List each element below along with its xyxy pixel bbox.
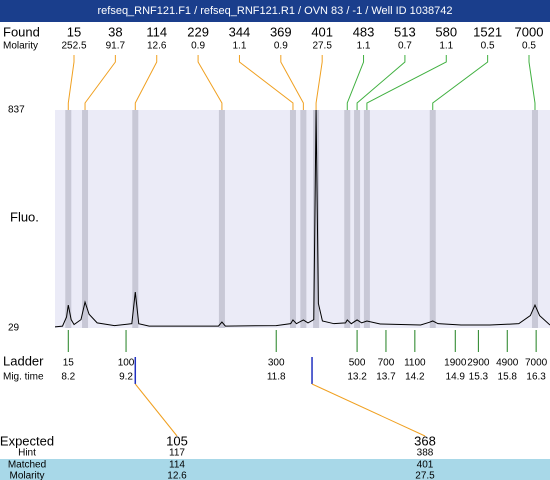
peak-connector xyxy=(238,55,294,110)
ladder-size: 15 xyxy=(63,358,75,369)
found-size: 483 xyxy=(353,24,375,39)
peak-band xyxy=(132,110,139,328)
found-label: Found xyxy=(3,24,40,39)
found-molarity: 1.1 xyxy=(439,41,453,52)
matched-value: 401 xyxy=(417,460,434,471)
ladder-size: 500 xyxy=(349,358,366,369)
ladder-size: 2900 xyxy=(467,358,490,369)
peak-band xyxy=(429,110,436,328)
hint-label: Hint xyxy=(18,448,36,459)
y-tick-label: 29 xyxy=(8,323,20,334)
ladder-time: 15.3 xyxy=(469,372,489,383)
ladder-time: 9.2 xyxy=(119,372,133,383)
peak-band xyxy=(531,110,538,328)
peak-band xyxy=(354,110,361,328)
found-size: 229 xyxy=(187,24,209,39)
ladder-size: 1100 xyxy=(404,358,426,369)
peak-connector xyxy=(356,55,406,110)
ladder-size: 7000 xyxy=(525,358,548,369)
expected-label: Expected xyxy=(0,433,54,448)
found-size: 1521 xyxy=(473,24,502,39)
title: refseq_RNF121.F1 / refseq_RNF121.R1 / OV… xyxy=(97,5,452,17)
peak-band xyxy=(363,110,370,328)
matched-label: Matched xyxy=(8,460,46,471)
found-molarity: 0.5 xyxy=(481,41,495,52)
peak-connector xyxy=(528,55,536,110)
found-size: 344 xyxy=(229,24,251,39)
peak-connector xyxy=(315,55,323,110)
ladder-size: 700 xyxy=(378,358,395,369)
found-size: 401 xyxy=(311,24,333,39)
found-molarity: 1.1 xyxy=(357,41,371,52)
found-size: 114 xyxy=(146,24,167,39)
molarity-value: 27.5 xyxy=(415,471,435,480)
found-size: 513 xyxy=(394,24,416,39)
molarity-value: 12.6 xyxy=(167,471,187,480)
peak-band xyxy=(65,110,72,328)
peak-band xyxy=(300,110,307,328)
hint-value: 388 xyxy=(417,448,434,459)
found-molarity: 0.5 xyxy=(522,41,536,52)
found-molarity: 91.7 xyxy=(106,41,126,52)
found-size: 15 xyxy=(67,24,81,39)
peak-connector xyxy=(67,55,75,110)
found-molarity: 252.5 xyxy=(61,41,86,52)
matched-value: 114 xyxy=(169,460,185,471)
peak-connector xyxy=(197,55,223,110)
found-molarity: 0.9 xyxy=(274,41,288,52)
ladder-time: 13.2 xyxy=(347,372,367,383)
peak-connector xyxy=(346,55,365,110)
peak-band xyxy=(313,110,320,328)
peak-band xyxy=(218,110,225,328)
peak-connector xyxy=(134,55,158,110)
found-molarity: 0.9 xyxy=(191,41,205,52)
peak-connector xyxy=(280,55,304,110)
found-molarity: 27.5 xyxy=(312,41,332,52)
found-size: 7000 xyxy=(515,24,544,39)
ladder-time: 16.3 xyxy=(526,372,546,383)
y-tick-label: 837 xyxy=(8,105,25,116)
peak-band xyxy=(82,110,89,328)
ladder-label: Ladder xyxy=(3,353,44,368)
found-size: 580 xyxy=(435,24,457,39)
mig-time-label: Mig. time xyxy=(3,372,44,383)
peak-connector xyxy=(432,55,489,110)
ladder-size: 100 xyxy=(118,358,135,369)
peak-connector xyxy=(84,55,116,110)
hint-value: 117 xyxy=(169,448,185,459)
matched-highlight xyxy=(0,459,550,480)
y-axis-label: Fluo. xyxy=(10,209,39,224)
molarity-label: Molarity xyxy=(3,41,38,52)
molarity-row-label: Molarity xyxy=(9,471,44,480)
title-bar xyxy=(0,0,550,22)
found-size: 38 xyxy=(108,24,122,39)
ladder-size: 1900 xyxy=(444,358,467,369)
peak-connector xyxy=(366,55,447,110)
found-molarity: 0.7 xyxy=(398,41,412,52)
found-molarity: 12.6 xyxy=(147,41,167,52)
ladder-time: 14.2 xyxy=(405,372,425,383)
expected-connector xyxy=(134,383,178,437)
peak-band xyxy=(289,110,296,328)
ladder-time: 8.2 xyxy=(61,372,75,383)
peak-band xyxy=(344,110,351,328)
found-molarity: 1.1 xyxy=(233,41,247,52)
ladder-time: 14.9 xyxy=(446,372,466,383)
expected-value: 105 xyxy=(166,433,188,448)
expected-value: 368 xyxy=(414,433,436,448)
expected-connector xyxy=(311,383,426,437)
ladder-time: 15.8 xyxy=(498,372,518,383)
ladder-time: 11.8 xyxy=(267,372,286,383)
ladder-size: 4900 xyxy=(496,358,519,369)
found-size: 369 xyxy=(270,24,292,39)
trace xyxy=(54,109,550,328)
ladder-size: 300 xyxy=(268,358,285,369)
ladder-time: 13.7 xyxy=(376,372,396,383)
